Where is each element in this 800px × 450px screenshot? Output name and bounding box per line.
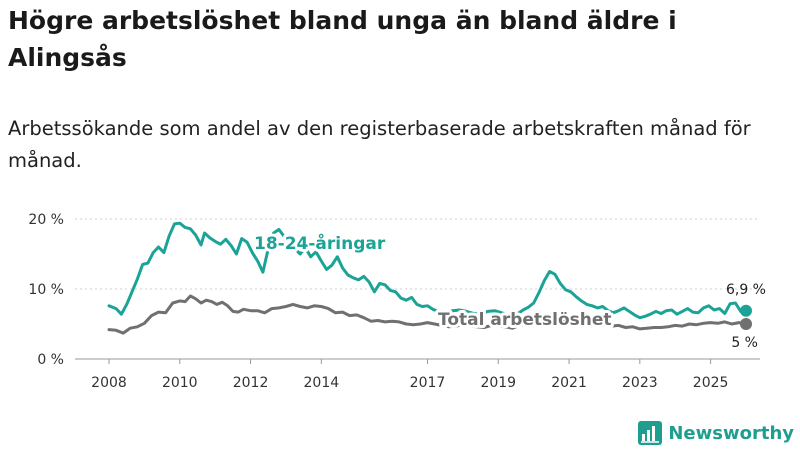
series-label-18-24-halo: 18-24-åringar	[254, 232, 386, 254]
brand-name: Newsworthy	[668, 422, 794, 444]
y-tick-label: 10 %	[28, 282, 64, 298]
x-tick-label: 2012	[233, 375, 269, 391]
x-tick-label: 2014	[304, 375, 340, 391]
bar-chart-logo-icon	[638, 421, 663, 445]
x-tick-label: 2017	[410, 375, 446, 391]
brand-logo[interactable]: Newsworthy	[638, 419, 794, 447]
x-tick-label: 2008	[91, 375, 127, 391]
series-label-total: Total arbetslöshet	[438, 310, 612, 330]
end-label-total: 5 %	[731, 335, 758, 351]
series-end-point-total	[740, 318, 752, 330]
chart-title: Högre arbetslöshet bland unga än bland ä…	[8, 6, 677, 72]
series-label-total-halo: Total arbetslöshet	[438, 310, 612, 330]
series-line-total	[107, 294, 748, 335]
y-tick-label: 0 %	[37, 352, 64, 368]
y-tick-label: 20 %	[28, 212, 64, 228]
x-tick-label: 2019	[480, 375, 516, 391]
x-tick-label: 2023	[622, 375, 658, 391]
series-line-18-24	[107, 221, 748, 320]
x-tick-label: 2021	[551, 375, 587, 391]
chart-subtitle: Arbetssökande som andel av den registerb…	[8, 117, 751, 172]
series-end-point-18-24	[740, 304, 752, 317]
x-tick-label: 2025	[693, 375, 729, 391]
series-label-18-24: 18-24-åringar	[254, 232, 386, 254]
end-label-18-24: 6,9 %	[726, 282, 766, 298]
x-tick-label: 2010	[162, 375, 198, 391]
